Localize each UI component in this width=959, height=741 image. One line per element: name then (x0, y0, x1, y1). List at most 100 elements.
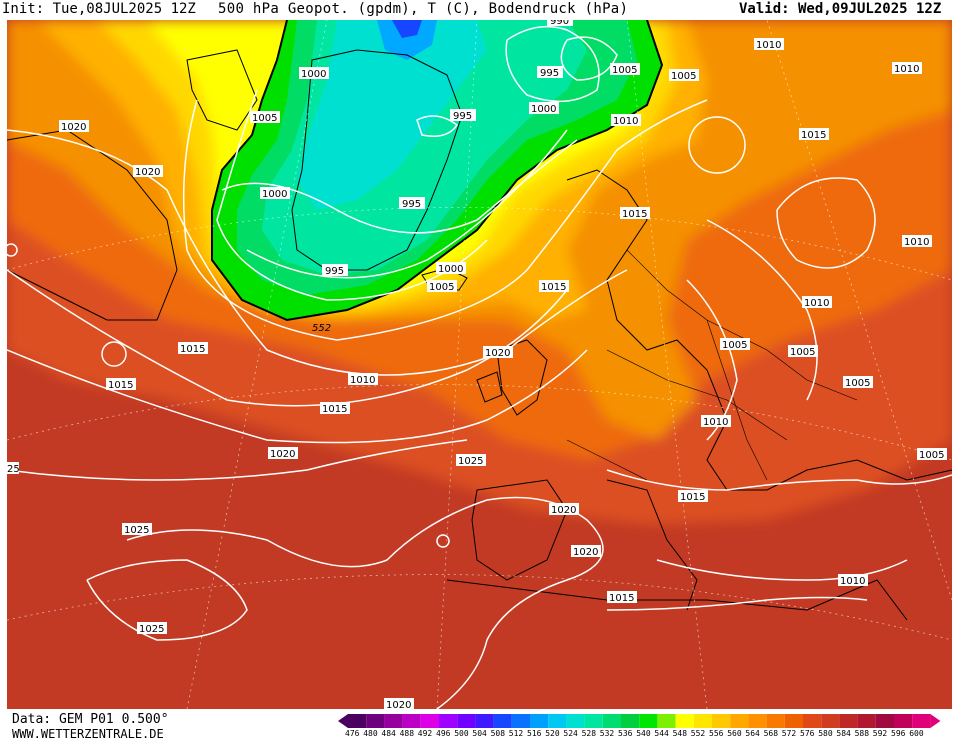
svg-text:1020: 1020 (485, 348, 510, 359)
scale-level-label: 496 (436, 729, 451, 738)
scale-swatch (839, 714, 858, 728)
svg-text:1005: 1005 (612, 65, 637, 76)
svg-text:1010: 1010 (894, 64, 919, 75)
scale-swatch (675, 714, 694, 728)
isobar-label: 1020 (571, 545, 601, 558)
svg-text:1005: 1005 (722, 340, 747, 351)
scale-level-label: 580 (818, 729, 833, 738)
svg-text:1005: 1005 (429, 282, 454, 293)
scale-swatch (784, 714, 803, 728)
scale-swatch (348, 714, 367, 728)
field-532 (377, 20, 437, 60)
svg-text:995: 995 (325, 266, 344, 277)
scale-level-label: 552 (690, 729, 706, 738)
scale-level-label: 588 (854, 729, 870, 738)
scale-swatch (657, 714, 676, 728)
isobar-label: 1005 (843, 376, 873, 389)
svg-text:1005: 1005 (845, 378, 870, 389)
scale-level-label: 576 (800, 729, 815, 738)
scale-swatch (766, 714, 785, 728)
svg-text:1010: 1010 (840, 576, 865, 587)
scale-level-label: 508 (490, 729, 506, 738)
scale-level-label: 492 (417, 729, 433, 738)
scale-swatch (693, 714, 712, 728)
svg-text:1010: 1010 (703, 417, 728, 428)
svg-text:995: 995 (540, 68, 559, 79)
scale-swatch (712, 714, 731, 728)
scale-swatch (530, 714, 549, 728)
isobar-label: 1000 (299, 67, 329, 80)
scale-swatch (821, 714, 840, 728)
scale-level-label: 484 (381, 729, 396, 738)
color-scale (338, 713, 958, 732)
isobar-label: 25 (7, 462, 20, 475)
weather-map-svg: 990 995 995 995 995 1000 1000 1000 1000 … (7, 20, 952, 709)
scale-level-label: 592 (872, 729, 888, 738)
isobar-label: 1010 (838, 574, 868, 587)
weather-map: 990 995 995 995 995 1000 1000 1000 1000 … (7, 20, 952, 709)
isoline-552 (211, 20, 664, 322)
scale-level-label: 480 (363, 729, 378, 738)
svg-text:1020: 1020 (270, 449, 295, 460)
scale-swatch (548, 714, 567, 728)
svg-text:1025: 1025 (139, 624, 164, 635)
init-time: Init: Tue,08JUL2025 12Z (2, 1, 196, 17)
svg-text:1015: 1015 (322, 404, 347, 415)
isobar-label: 1020 (59, 120, 89, 133)
svg-text:1010: 1010 (804, 298, 829, 309)
scale-swatch (621, 714, 640, 728)
scale-level-label: 528 (581, 729, 597, 738)
isobar-label: 1020 (483, 346, 513, 359)
isobar-label: 1010 (348, 373, 378, 386)
svg-text:995: 995 (402, 199, 421, 210)
isobar-label: 1005 (720, 338, 750, 351)
isobar-label: 995 (450, 109, 476, 122)
svg-text:1010: 1010 (904, 237, 929, 248)
iberia-coast (471, 479, 568, 581)
svg-text:1015: 1015 (801, 130, 826, 141)
svg-text:1020: 1020 (551, 505, 576, 516)
scale-swatch (639, 714, 658, 728)
svg-text:1020: 1020 (135, 167, 160, 178)
svg-text:1000: 1000 (531, 104, 556, 115)
svg-text:1005: 1005 (252, 113, 277, 124)
isobar-label: 1015 (607, 591, 637, 604)
svg-text:1010: 1010 (350, 375, 375, 386)
scale-level-label: 560 (727, 729, 742, 738)
scale-swatch (511, 714, 530, 728)
scale-level-label: 536 (618, 729, 633, 738)
scale-level-label: 476 (345, 729, 360, 738)
scale-arrow-left (338, 714, 348, 728)
scale-level-label: 572 (781, 729, 797, 738)
scale-level-label: 524 (563, 729, 578, 738)
valid-time: Valid: Wed,09JUL2025 12Z (739, 1, 942, 17)
contour-label-552: 552 (312, 323, 331, 334)
isobar-label: 1000 (529, 102, 559, 115)
website-credit: WWW.WETTERZENTRALE.DE (12, 727, 164, 741)
isobar-label: 1025 (137, 622, 167, 635)
scale-level-label: 596 (891, 729, 906, 738)
svg-text:1020: 1020 (61, 122, 86, 133)
scale-swatch (566, 714, 585, 728)
isobar-label: 990 (547, 20, 573, 27)
svg-text:1015: 1015 (622, 209, 647, 220)
svg-text:1005: 1005 (671, 71, 696, 82)
italy-coast (606, 479, 698, 611)
scale-arrow-right (930, 714, 941, 728)
scale-swatch (602, 714, 621, 728)
svg-text:1005: 1005 (919, 450, 944, 461)
isobar-label: 1010 (701, 415, 731, 428)
isobar-label: 1010 (802, 296, 832, 309)
svg-text:995: 995 (453, 111, 472, 122)
svg-text:1010: 1010 (756, 40, 781, 51)
isobar-label: 1020 (549, 503, 579, 516)
isobar-label: 1000 (260, 187, 290, 200)
isobar-label: 1015 (799, 128, 829, 141)
isobar-label: 1020 (133, 165, 163, 178)
scale-swatch (857, 714, 876, 728)
data-source: Data: GEM P01 0.500° (12, 712, 169, 727)
scale-level-label: 516 (527, 729, 542, 738)
svg-text:990: 990 (550, 20, 569, 27)
map-header: Init: Tue,08JUL2025 12Z 500 hPa Geopot. … (0, 0, 959, 20)
isobar-label: 1015 (320, 402, 350, 415)
